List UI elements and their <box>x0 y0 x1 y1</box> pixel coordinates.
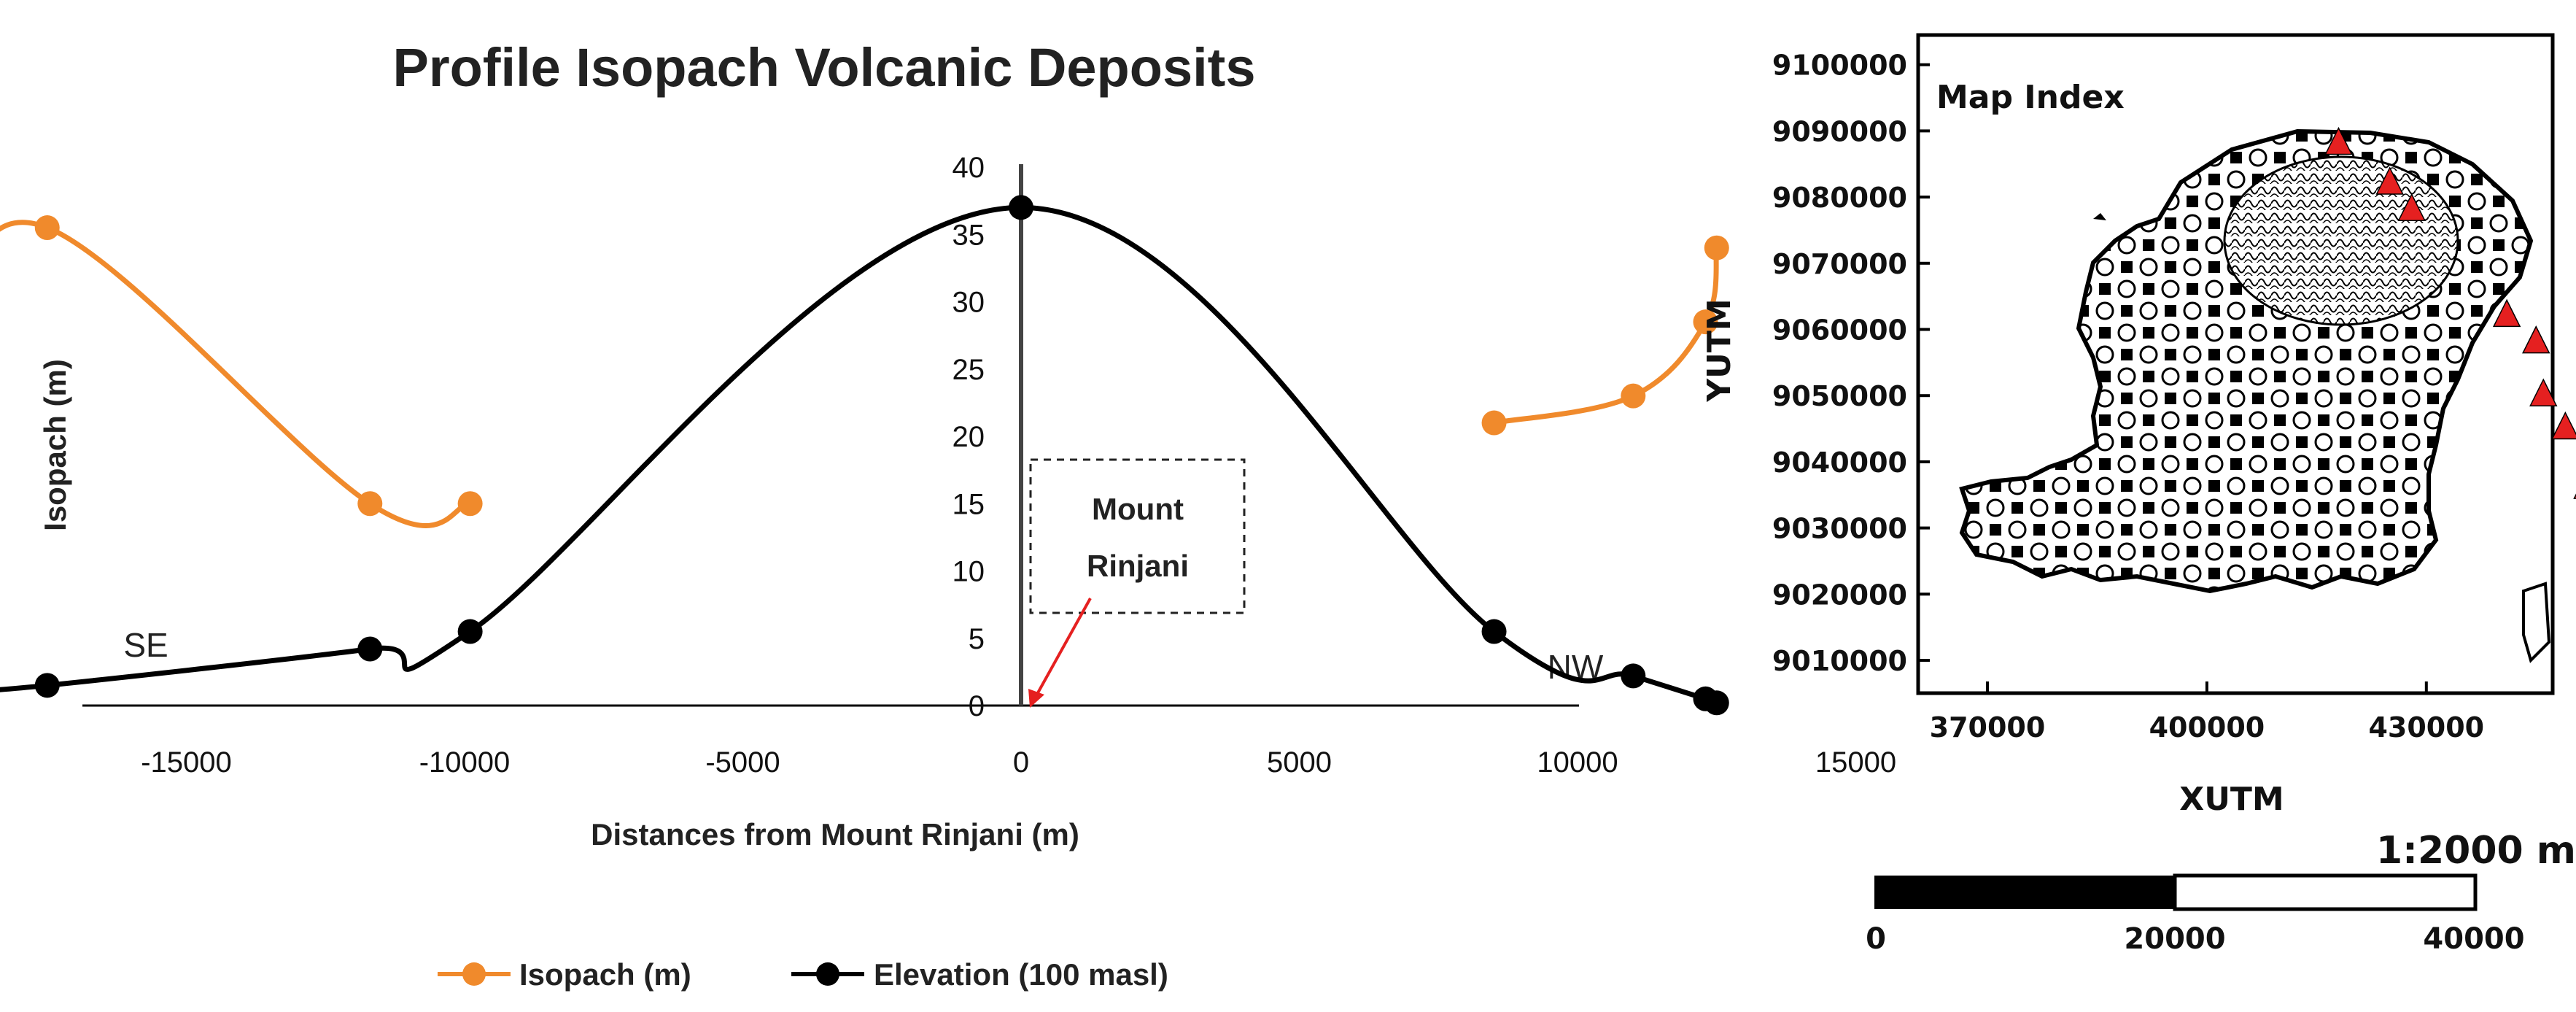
y-tick-label: 35 <box>953 219 985 251</box>
elevation-point <box>34 673 60 698</box>
scale-tick-40000: 40000 <box>2423 922 2524 956</box>
profile-chart: Profile Isopach Volcanic Deposits Isopac… <box>0 37 1896 992</box>
annotation-box <box>1029 458 1246 614</box>
legend-elevation-label: Elevation (100 masl) <box>874 957 1168 992</box>
scale-bar-white <box>2173 873 2478 911</box>
x-tick-label: 10000 <box>1537 746 1618 779</box>
sample-location-marker <box>2375 166 2404 195</box>
y-tick-label: 40 <box>953 152 985 184</box>
elevation-point <box>1704 690 1729 716</box>
map-y-axis-title: YUTM <box>1701 298 1738 402</box>
elevation-point <box>1481 619 1507 644</box>
elevation-series <box>0 195 1729 716</box>
y-tick-label: 5 <box>969 623 985 655</box>
x-tick-label: -15000 <box>141 746 232 779</box>
map-x-tick-label: 370000 <box>1930 711 2046 743</box>
legend-isopach-label: Isopach (m) <box>519 957 691 992</box>
volcano-contours <box>2223 155 2459 326</box>
map-y-tick-label: 9030000 <box>1772 513 1907 545</box>
map-y-tick-label: 9070000 <box>1772 248 1907 280</box>
isopach-series <box>0 215 1729 528</box>
y-tick-label: 10 <box>953 556 985 588</box>
annotation-box-label-line2: Rinjani <box>1087 549 1189 583</box>
sample-location-marker <box>2324 126 2353 155</box>
isopach-point <box>34 215 60 241</box>
isopach-point <box>457 491 483 517</box>
map-y-tick-label: 9060000 <box>1772 314 1907 347</box>
map-y-tick-label: 9100000 <box>1772 50 1907 82</box>
isopach-line <box>1493 247 1720 425</box>
elevation-line <box>0 204 1719 706</box>
x-tick-label: 5000 <box>1267 746 1332 779</box>
elevation-point <box>357 636 383 662</box>
map-y-tick-label: 9020000 <box>1772 579 1907 611</box>
map-y-tick-label: 9010000 <box>1772 645 1907 677</box>
islet <box>2522 582 2551 663</box>
map-y-tick-label: 9040000 <box>1772 447 1907 479</box>
y-axis-title: Isopach (m) <box>38 359 72 531</box>
scale-bar-black <box>1874 876 2175 909</box>
map-x-axis-title: XUTM <box>2179 781 2284 818</box>
elevation-point <box>1621 663 1646 689</box>
annotation-box-label-line1: Mount <box>1092 492 1184 526</box>
y-tick-label: 25 <box>953 354 985 386</box>
series-layer <box>0 195 1729 716</box>
map-y-tick-label: 9090000 <box>1772 115 1907 147</box>
isopach-point <box>1621 383 1646 409</box>
y-tick-labels: 0 5 10 15 20 25 30 35 40 <box>953 152 985 722</box>
sample-location-marker <box>2529 378 2558 406</box>
x-tick-labels: -25000-20000-15000-10000-500005000100001… <box>141 746 1896 779</box>
y-tick-label: 20 <box>953 421 985 453</box>
annotation-arrow-head <box>1028 689 1044 708</box>
scale-tick-20000: 20000 <box>2124 922 2225 956</box>
x-tick-label: -5000 <box>705 746 780 779</box>
legend: Isopach (m) Elevation (100 masl) <box>438 957 1168 992</box>
x-axis-title: Distances from Mount Rinjani (m) <box>591 817 1079 851</box>
map-x-tick-labels: 370000400000430000460000 <box>1930 681 2484 743</box>
map-index: Map Index 9100000 9090000 9080000 9070000 90… <box>1701 33 2576 956</box>
sample-location-marker <box>2573 493 2576 499</box>
isopach-point <box>1704 235 1729 260</box>
map-y-tick-label: 9050000 <box>1772 380 1907 412</box>
scale-tick-0: 0 <box>1866 922 1886 956</box>
annotation-arrow <box>1034 598 1092 698</box>
isopach-point <box>357 491 383 517</box>
sample-location-marker <box>2551 411 2576 440</box>
scale-label: 1:2000 m <box>2376 829 2576 873</box>
y-tick-label: 15 <box>953 488 985 520</box>
sample-location-marker <box>2522 325 2550 354</box>
isopach-line <box>0 220 471 528</box>
elevation-point <box>1009 195 1033 220</box>
map-y-tick-labels: 9100000 9090000 9080000 9070000 9060000 90500… <box>1772 50 1930 677</box>
map-x-tick-label: 430000 <box>2368 711 2484 743</box>
chart-title: Profile Isopach Volcanic Deposits <box>393 37 1256 98</box>
y-tick-label: 0 <box>969 690 985 722</box>
y-tick-label: 30 <box>953 287 985 319</box>
isopach-point <box>1693 309 1718 335</box>
elevation-point <box>457 619 483 644</box>
sample-location-marker <box>2397 193 2426 221</box>
map-x-tick-label: 400000 <box>2149 711 2265 743</box>
legend-elevation-marker <box>816 962 839 986</box>
isopach-point <box>1481 410 1507 436</box>
se-label: SE <box>123 626 168 664</box>
islet <box>2093 213 2106 220</box>
map-y-tick-label: 9080000 <box>1772 182 1907 214</box>
legend-isopach-marker <box>462 962 486 986</box>
map-title: Map Index <box>1936 79 2125 116</box>
x-tick-label: -10000 <box>419 746 511 779</box>
x-tick-label: 15000 <box>1815 746 1896 779</box>
sample-location-marker <box>2492 298 2521 328</box>
x-tick-label: 0 <box>1013 746 1029 779</box>
sample-locations <box>2324 126 2576 499</box>
